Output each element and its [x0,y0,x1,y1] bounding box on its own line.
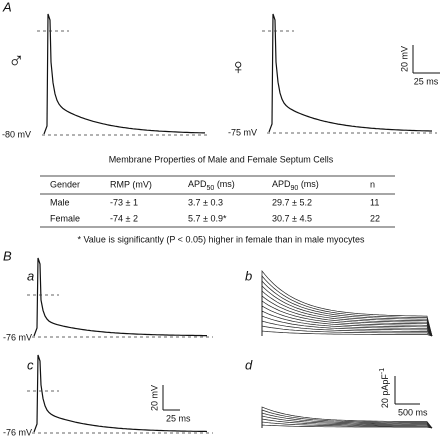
current-trace [261,406,433,429]
table-cell: 3.7 ± 0.3 [188,197,223,207]
header-unit: (ms) [214,179,235,189]
current-trace [261,300,433,337]
current-trace [261,325,433,337]
current-trace [261,270,433,337]
subpanel-label: d [245,357,253,372]
scale-label: 20 mV [399,46,409,72]
current-trace [261,275,433,337]
table-footnote: * Value is significantly (P < 0.05) high… [77,234,365,244]
subpanel-label: c [27,357,34,372]
subpanel-label: b [245,268,252,283]
action-potential [43,13,205,135]
header-text: APD [272,179,291,189]
table-cell: -74 ± 2 [110,213,138,223]
table-cell: Male [50,197,70,207]
table-cell: 30.7 ± 4.5 [272,213,312,223]
table-cell: 11 [370,197,379,207]
action-potential [268,13,432,133]
table-header: Gender [50,179,80,189]
panel-label: A [2,0,12,14]
male-symbol: ♂ [8,48,25,73]
scale-label: 500 ms [398,407,428,417]
current-trace [261,412,433,429]
scale-label: 20 mV [149,385,159,411]
rmp-label: -75 mV [228,127,257,137]
scale-label: 20 pApF [380,374,390,409]
current-trace [261,330,433,337]
table-title: Membrane Properties of Male and Female S… [109,154,334,164]
current-trace [261,418,433,429]
rmp-label: -80 mV [2,129,31,139]
table-cell: 5.7 ± 0.9* [188,213,227,223]
current-trace [261,409,433,429]
table-cell: 29.7 ± 5.2 [272,197,312,207]
current-trace [261,295,433,337]
current-trace [261,285,433,337]
rmp-label: -76 mV [3,332,32,342]
header-subscript: 90 [291,185,299,192]
female-symbol: ♀ [230,54,247,79]
table-header: RMP (mV) [110,179,152,189]
table-header: n [370,179,375,189]
header-text: APD [188,179,207,189]
table-cell: 22 [370,213,380,223]
scale-label: 25 ms [166,413,191,423]
current-trace [261,315,433,337]
subpanel-label: a [27,268,34,283]
current-trace [261,415,433,429]
current-trace [261,280,433,337]
current-trace [261,424,433,429]
current-trace [261,290,433,337]
scale-label: 25 ms [414,76,439,86]
current-trace [261,421,433,429]
rmp-label: -76 mV [3,427,32,437]
action-potential [33,257,207,337]
table-cell: -73 ± 1 [110,197,138,207]
header-subscript: 50 [207,185,215,192]
current-trace [261,305,433,337]
scale-label: 20 pApF-1 [379,368,391,408]
scale-exponent: -1 [379,368,386,374]
action-potential [33,354,208,433]
table-cell: Female [50,213,80,223]
table-header: APD90 (ms) [272,179,319,191]
table-header: APD50 (ms) [188,179,235,191]
current-trace [261,320,433,337]
panel-label: B [3,248,12,263]
header-unit: (ms) [298,179,319,189]
current-trace [261,310,433,337]
